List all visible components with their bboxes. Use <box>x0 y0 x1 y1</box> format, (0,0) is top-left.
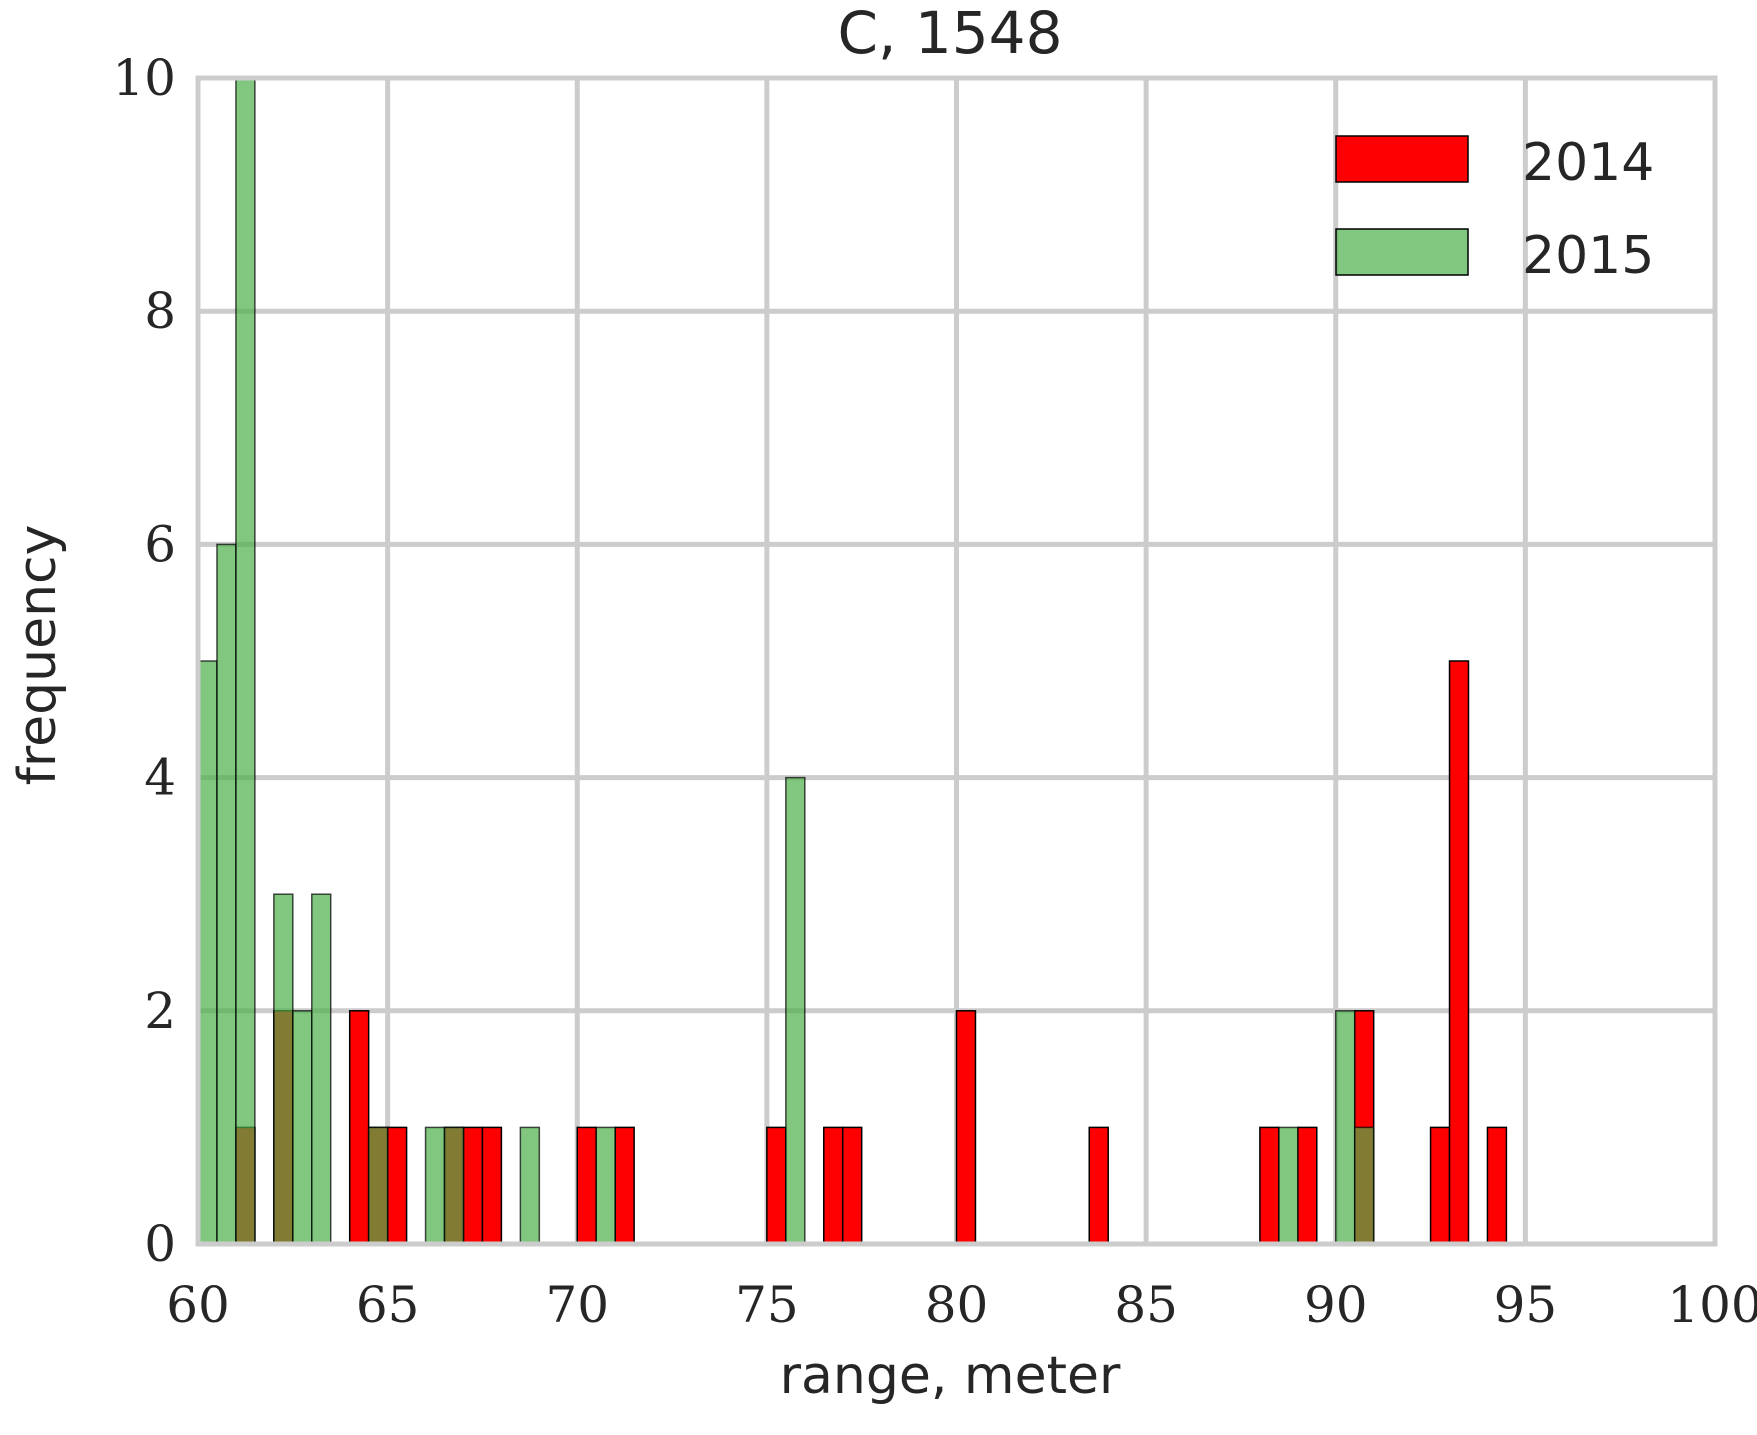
bar-2014 <box>1448 660 1470 1245</box>
x-tick-label: 65 <box>356 1276 420 1334</box>
legend-label-2015: 2015 <box>1522 226 1654 286</box>
bar-2015 <box>292 1010 313 1245</box>
x-tick-label: 80 <box>925 1276 989 1334</box>
frame-layer <box>195 75 1718 1247</box>
y-tick-label: 6 <box>144 515 176 573</box>
bar-2014 <box>955 1010 977 1245</box>
y-tick-label: 8 <box>144 282 176 340</box>
y-axis-label: frequency <box>8 525 68 786</box>
bar-2015 <box>273 893 294 1245</box>
tick-labels: 60 65 70 75 80 85 90 95 100 0 2 4 6 8 10 <box>112 49 1757 1334</box>
x-tick-label: 95 <box>1494 1276 1558 1334</box>
plot-frame <box>195 75 1718 1247</box>
bars-layer <box>197 77 1508 1245</box>
x-axis-label: range, meter <box>780 1346 1121 1406</box>
legend-swatch-2015 <box>1335 228 1469 276</box>
bar-2014 <box>1259 1126 1280 1245</box>
bar-2015 <box>443 1126 465 1245</box>
x-tick-label: 100 <box>1667 1276 1757 1334</box>
bar-2015 <box>235 77 256 1245</box>
bar-2014 <box>481 1126 503 1245</box>
x-tick-label: 70 <box>545 1276 609 1334</box>
bar-2015 <box>311 893 332 1245</box>
bar-2014 <box>841 1126 863 1245</box>
bar-2015 <box>1335 1010 1356 1245</box>
bar-2014 <box>348 1010 370 1245</box>
bar-2015 <box>1353 1126 1375 1245</box>
bar-2015 <box>1278 1126 1299 1245</box>
bar-2014 <box>1297 1126 1318 1245</box>
bar-2014 <box>1429 1126 1451 1245</box>
y-tick-label: 0 <box>144 1215 176 1273</box>
chart-title: C, 1548 <box>838 0 1063 67</box>
x-tick-label: 60 <box>166 1276 230 1334</box>
x-tick-label: 90 <box>1304 1276 1368 1334</box>
bar-2015 <box>424 1126 446 1245</box>
bar-2015 <box>367 1126 389 1245</box>
bar-2014 <box>386 1126 408 1245</box>
y-tick-label: 2 <box>144 982 176 1040</box>
legend: 2014 2015 <box>1335 133 1654 286</box>
bar-2015 <box>216 543 237 1245</box>
legend-label-2014: 2014 <box>1522 133 1654 193</box>
x-tick-label: 85 <box>1114 1276 1178 1334</box>
bar-2014 <box>1486 1126 1508 1245</box>
bar-2014 <box>1088 1126 1109 1245</box>
bar-2014 <box>576 1126 597 1245</box>
grid-layer <box>195 75 1718 1247</box>
y-tick-label: 10 <box>112 49 176 107</box>
bar-2015 <box>595 1126 616 1245</box>
bar-2015 <box>197 660 218 1245</box>
bar-2014 <box>766 1126 787 1245</box>
bar-2014 <box>614 1126 635 1245</box>
bar-2014 <box>823 1126 844 1245</box>
bar-2015 <box>785 776 806 1245</box>
bar-2014 <box>462 1126 484 1245</box>
y-tick-label: 4 <box>144 749 176 807</box>
x-tick-label: 75 <box>735 1276 799 1334</box>
bar-2015 <box>519 1126 541 1245</box>
legend-swatch-2014 <box>1335 135 1469 183</box>
